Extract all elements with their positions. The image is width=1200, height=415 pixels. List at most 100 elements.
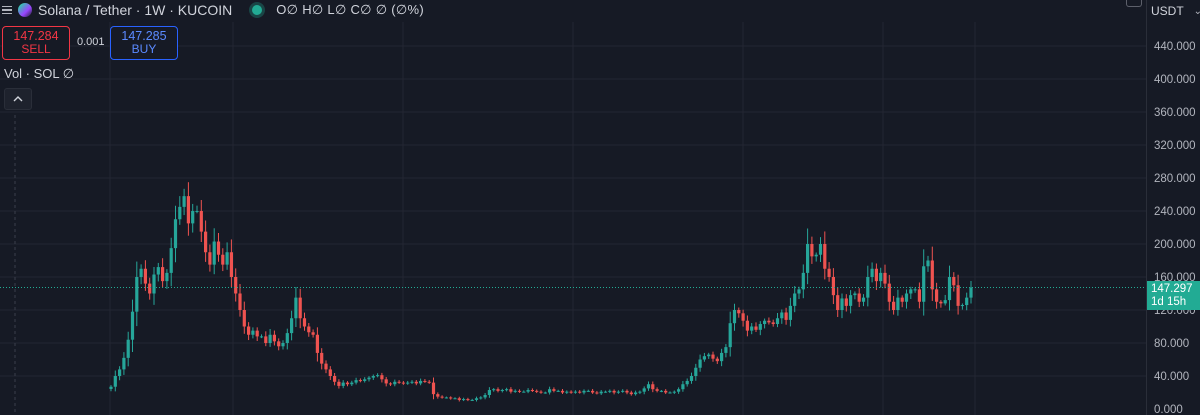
candle-body xyxy=(909,289,913,294)
candle xyxy=(849,290,853,314)
candle xyxy=(376,373,380,378)
candle-body xyxy=(320,352,324,364)
candle-body xyxy=(311,332,315,335)
candle xyxy=(582,389,586,395)
candle-body xyxy=(500,390,504,392)
candle xyxy=(883,264,887,289)
candle-body xyxy=(642,388,646,392)
candle xyxy=(913,287,917,293)
candle xyxy=(453,397,457,400)
candle-body xyxy=(264,336,268,343)
price-axis[interactable]: 0.00040.00080.000120.000160.000200.00024… xyxy=(1146,0,1200,415)
candle xyxy=(169,237,173,287)
candle-body xyxy=(419,380,423,384)
candle xyxy=(118,366,122,381)
candle-body xyxy=(771,322,775,325)
candle xyxy=(182,188,186,216)
candlestick-series xyxy=(109,182,973,402)
candle xyxy=(229,239,233,288)
candle-body xyxy=(350,382,354,385)
candle xyxy=(896,289,900,316)
candle-body xyxy=(965,297,969,306)
candle xyxy=(358,378,362,383)
currency-selector[interactable]: USDT ⌄ xyxy=(1147,0,1200,22)
candle-body xyxy=(801,272,805,290)
candle-body xyxy=(569,391,573,393)
candle-body xyxy=(578,391,582,393)
candle xyxy=(186,182,190,236)
lock-scale-icon[interactable] xyxy=(1126,0,1142,7)
candle xyxy=(560,389,565,394)
candle xyxy=(595,390,599,395)
candle-body xyxy=(543,392,547,394)
candle-body xyxy=(552,389,556,391)
candle xyxy=(272,330,276,346)
candle-body xyxy=(483,394,487,398)
candle xyxy=(763,318,767,329)
candle xyxy=(646,381,651,391)
candle-body xyxy=(775,318,780,325)
candle-body xyxy=(191,211,195,224)
candle-body xyxy=(152,274,156,294)
candle xyxy=(806,228,810,285)
candle xyxy=(268,328,272,347)
candle xyxy=(216,232,221,262)
candle-body xyxy=(487,390,491,395)
candle-body xyxy=(161,267,165,282)
candle xyxy=(724,344,728,358)
market-status-icon[interactable] xyxy=(252,5,263,15)
candle-body xyxy=(827,268,831,277)
candle xyxy=(573,390,577,394)
candle-body xyxy=(479,397,483,399)
candle-body xyxy=(947,277,952,301)
candle xyxy=(672,390,676,395)
candle-body xyxy=(922,266,926,302)
candle xyxy=(866,265,870,307)
candle-body xyxy=(255,330,259,337)
candle-body xyxy=(212,241,216,265)
candle xyxy=(384,376,388,387)
candle xyxy=(775,312,780,328)
candle-body xyxy=(328,369,332,376)
candle xyxy=(178,196,182,225)
candle xyxy=(638,390,642,395)
y-tick-label: 320.000 xyxy=(1154,140,1196,152)
candle-body xyxy=(900,297,904,302)
candle-body xyxy=(767,320,771,323)
candle-body xyxy=(831,277,835,296)
candle xyxy=(801,264,805,299)
candle xyxy=(156,262,160,282)
candle xyxy=(943,294,947,306)
candle xyxy=(689,372,694,384)
candle xyxy=(328,366,332,381)
candle xyxy=(509,387,513,394)
symbol-title[interactable]: Solana / Tether · 1W · KUCOIN xyxy=(38,2,233,18)
candle xyxy=(440,395,444,399)
candle-body xyxy=(573,391,577,393)
candle-body xyxy=(956,285,960,306)
sell-button[interactable]: 147.284 SELL xyxy=(2,26,70,60)
candle-body xyxy=(732,310,737,324)
candle xyxy=(363,377,367,383)
candle xyxy=(165,269,169,289)
candle xyxy=(247,322,251,341)
candle xyxy=(771,319,775,327)
collapse-legend-button[interactable] xyxy=(4,88,32,110)
candle xyxy=(152,266,156,305)
candle-body xyxy=(668,392,672,394)
candle-body xyxy=(294,297,298,319)
candle-body xyxy=(861,297,866,302)
volume-indicator-label[interactable]: Vol · SOL ∅ xyxy=(4,66,75,81)
buy-button[interactable]: 147.285 BUY xyxy=(110,26,178,60)
price-axis-background xyxy=(1146,0,1200,415)
candle-body xyxy=(225,252,229,265)
candle xyxy=(655,387,659,393)
candle-body xyxy=(793,293,797,306)
candle-body xyxy=(431,382,436,395)
candle xyxy=(887,274,891,311)
candle xyxy=(681,380,685,392)
candle-body xyxy=(109,386,113,389)
menu-icon[interactable] xyxy=(2,5,12,15)
candle-body xyxy=(427,381,431,383)
